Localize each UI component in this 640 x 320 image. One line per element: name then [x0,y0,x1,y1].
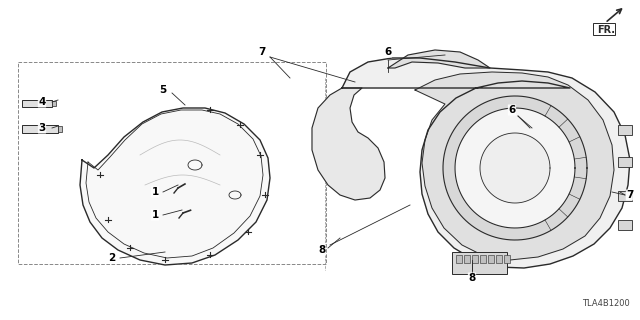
Polygon shape [80,108,270,265]
Bar [52,101,56,106]
Text: 6: 6 [385,47,392,57]
Polygon shape [342,58,630,268]
Text: 7: 7 [259,47,266,57]
Text: 2: 2 [108,253,116,263]
Text: 7: 7 [627,190,634,200]
Bar [22,100,52,107]
Polygon shape [480,133,550,203]
Text: TLA4B1200: TLA4B1200 [582,299,630,308]
Text: 3: 3 [38,123,45,133]
Bar [618,220,632,230]
Bar [618,191,632,201]
Bar [496,255,502,263]
Text: 5: 5 [159,85,166,95]
Text: 6: 6 [508,105,516,115]
Polygon shape [455,108,575,228]
Text: FR.: FR. [597,25,615,35]
Polygon shape [415,72,614,260]
Bar [464,255,470,263]
Bar [452,252,507,274]
Text: 4: 4 [38,97,45,107]
Polygon shape [388,50,490,68]
Bar [456,255,462,263]
Bar [18,62,326,264]
Bar [593,23,615,35]
Text: 8: 8 [468,273,476,283]
Bar [488,255,494,263]
Polygon shape [443,96,587,240]
Bar [504,255,510,263]
Polygon shape [312,88,385,200]
Bar [480,255,486,263]
Text: 1: 1 [152,187,159,197]
Bar [22,125,58,133]
Bar [618,125,632,135]
Bar [472,255,478,263]
Bar [618,157,632,167]
Bar [58,126,62,132]
Text: 8: 8 [318,245,326,255]
Text: 1: 1 [152,210,159,220]
